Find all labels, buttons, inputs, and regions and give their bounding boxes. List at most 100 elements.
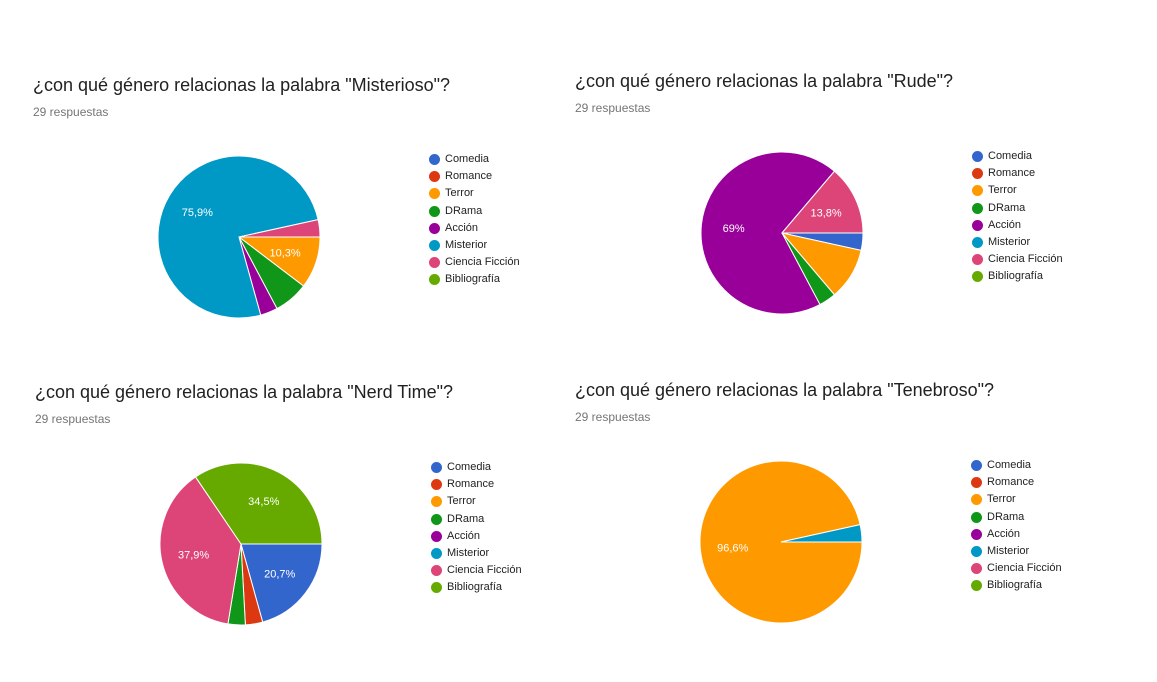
pie-slice-comedia <box>240 543 323 623</box>
pie-chart: 20,7% 37,9% 34,5% <box>159 462 323 626</box>
legend-label: DRama <box>988 201 1026 214</box>
pie-chart: 69% 13,8% <box>700 151 864 315</box>
chart-panel-misterioso: ¿con qué género relacionas la palabra "M… <box>33 75 573 375</box>
legend-swatch <box>972 202 983 214</box>
legend-swatch <box>429 240 440 252</box>
legend-item-romance: Romance <box>429 168 520 185</box>
pie-slice-ciencia-ficcion <box>780 170 864 234</box>
legend-item-accion: Acción <box>429 220 520 237</box>
legend-item-bibliografia: Bibliografía <box>431 579 522 596</box>
pie-slice-label: 34,5% <box>248 496 279 508</box>
legend-swatch <box>429 257 440 269</box>
legend-item-drama: DRama <box>972 200 1063 217</box>
chart-title: ¿con qué género relacionas la palabra "T… <box>575 380 995 400</box>
pie-slice-misterior <box>157 155 319 319</box>
legend-label: Ciencia Ficción <box>445 256 520 269</box>
legend-swatch <box>971 580 982 592</box>
pie-slice-ciencia-ficcion <box>238 218 321 238</box>
legend-item-ciencia-ficcion: Ciencia Ficción <box>431 562 522 579</box>
response-count: 29 respuestas <box>35 412 111 426</box>
legend-item-accion: Acción <box>972 217 1063 234</box>
pie-slice-ciencia-ficcion <box>159 476 242 625</box>
legend-item-misterior: Misterior <box>971 543 1062 560</box>
legend-swatch <box>972 237 983 249</box>
legend-swatch <box>972 185 983 197</box>
legend-item-romance: Romance <box>431 476 522 493</box>
chart-title: ¿con qué género relacionas la palabra "R… <box>575 71 954 91</box>
pie-chart: 10,3% 75,9% <box>157 155 321 319</box>
chart-legend: Comedia Romance Terror DRama Acción Misterior… <box>431 459 522 597</box>
legend-item-terror: Terror <box>972 182 1063 199</box>
pie-chart: 96,6% <box>699 460 863 624</box>
legend-label: Acción <box>987 527 1021 540</box>
legend-item-drama: DRama <box>429 203 520 220</box>
legend-item-accion: Acción <box>431 528 522 545</box>
legend-label: Terror <box>447 495 476 508</box>
legend-swatch <box>431 548 442 560</box>
legend-label: Acción <box>447 529 481 542</box>
legend-swatch <box>431 496 442 508</box>
legend-label: Terror <box>987 493 1016 506</box>
legend-item-bibliografia: Bibliografía <box>429 271 520 288</box>
legend-swatch <box>972 219 983 231</box>
pie-slice-accion <box>700 151 836 315</box>
legend-swatch <box>971 477 982 489</box>
legend-swatch <box>972 271 983 283</box>
legend-item-romance: Romance <box>971 474 1062 491</box>
pie-slice-label: 96,6% <box>717 542 748 554</box>
legend-swatch <box>431 462 442 474</box>
legend-swatch <box>429 188 440 200</box>
legend-swatch <box>971 546 982 558</box>
legend-swatch <box>431 479 442 491</box>
legend-swatch <box>971 528 982 540</box>
legend-swatch <box>431 513 442 525</box>
legend-item-bibliografia: Bibliografía <box>972 268 1063 285</box>
pie-slice-label: 20,7% <box>264 568 295 580</box>
legend-label: Bibliografía <box>988 270 1044 283</box>
pie-slice-misterior <box>780 523 863 543</box>
chart-legend: Comedia Romance Terror DRama Acción Misterior… <box>971 457 1062 595</box>
legend-label: Comedia <box>447 461 492 474</box>
legend-label: DRama <box>987 510 1025 523</box>
legend-label: Acción <box>988 218 1022 231</box>
legend-item-drama: DRama <box>971 509 1062 526</box>
chart-panel-tenebroso: ¿con qué género relacionas la palabra "T… <box>575 380 1115 680</box>
legend-swatch <box>431 530 442 542</box>
legend-label: Romance <box>447 478 495 491</box>
legend-label: Acción <box>445 221 479 234</box>
legend-label: Comedia <box>987 459 1032 472</box>
pie-slice-label: 75,9% <box>182 207 213 219</box>
legend-swatch <box>431 582 442 594</box>
legend-item-terror: Terror <box>431 493 522 510</box>
legend-item-ciencia-ficcion: Ciencia Ficción <box>429 254 520 271</box>
legend-item-ciencia-ficcion: Ciencia Ficción <box>972 251 1063 268</box>
legend-label: Misterior <box>987 545 1030 558</box>
legend-label: DRama <box>445 204 483 217</box>
legend-label: Comedia <box>988 150 1033 163</box>
legend-swatch <box>971 494 982 506</box>
legend-label: Romance <box>445 170 493 183</box>
legend-label: Romance <box>987 476 1035 489</box>
pie-slice-label: 13,8% <box>811 208 842 220</box>
legend-label: Comedia <box>445 153 490 166</box>
legend-swatch <box>429 222 440 234</box>
legend-item-comedia: Comedia <box>431 459 522 476</box>
legend-swatch <box>971 511 982 523</box>
legend-item-terror: Terror <box>429 185 520 202</box>
legend-item-misterior: Misterior <box>429 237 520 254</box>
legend-item-ciencia-ficcion: Ciencia Ficción <box>971 560 1062 577</box>
legend-label: Terror <box>445 187 474 200</box>
legend-label: Terror <box>988 184 1017 197</box>
response-count: 29 respuestas <box>575 101 651 115</box>
legend-swatch <box>429 171 440 183</box>
legend-swatch <box>972 168 983 180</box>
legend-swatch <box>429 274 440 286</box>
legend-label: DRama <box>447 512 485 525</box>
legend-label: Romance <box>988 167 1036 180</box>
chart-legend: Comedia Romance Terror DRama Acción Misterior… <box>429 151 520 289</box>
legend-label: Ciencia Ficción <box>987 562 1062 575</box>
legend-item-bibliografia: Bibliografía <box>971 577 1062 594</box>
legend-swatch <box>431 565 442 577</box>
pie-slice-label: 37,9% <box>178 549 209 561</box>
response-count: 29 respuestas <box>33 105 109 119</box>
